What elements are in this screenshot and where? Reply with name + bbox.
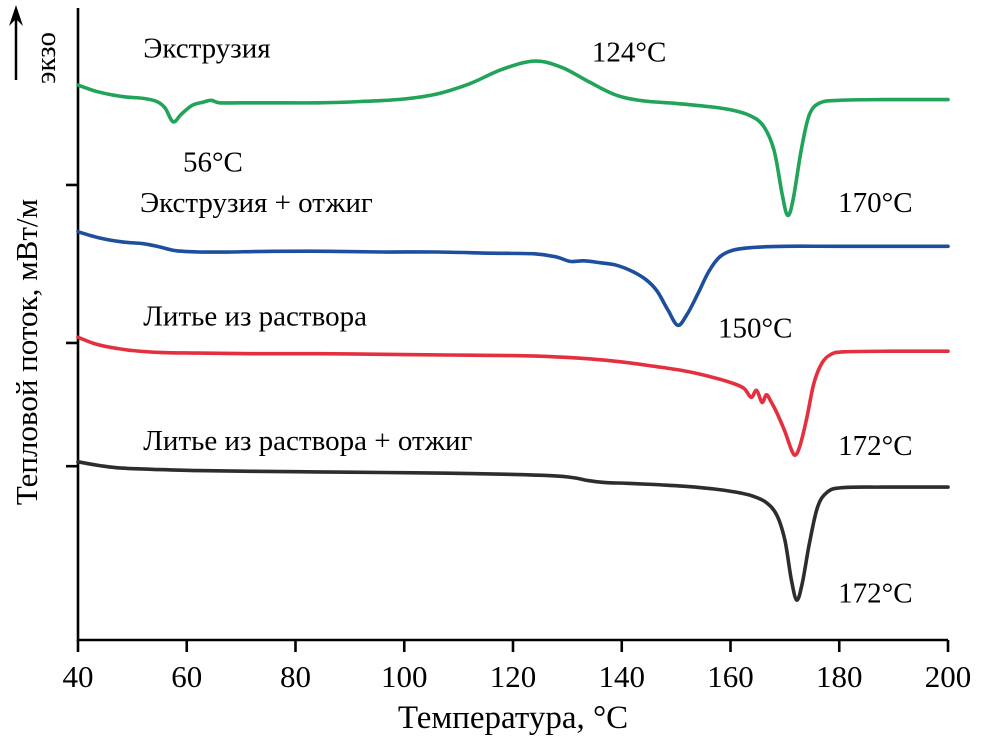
curve-label-extrusion-annealed: Экструзия + отжиг [140, 187, 373, 219]
x-axis-tick-label: 160 [707, 659, 754, 694]
series-solution-cast [76, 335, 950, 457]
x-axis-tick-label: 140 [599, 659, 646, 694]
series-extrusion [76, 59, 950, 218]
x-axis-tick-label: 100 [381, 659, 428, 694]
curve-label-extrusion: Экструзия [143, 32, 270, 64]
peak-label-56c: 56°C [183, 147, 243, 179]
x-axis-tick-label: 120 [490, 659, 537, 694]
series-extrusion-annealed [76, 229, 950, 328]
series-solution-cast-annealed [76, 460, 950, 602]
x-axis-title: Температура, °C [397, 700, 629, 736]
x-axis-tick-label: 40 [63, 659, 94, 694]
x-axis-tick-label: 180 [816, 659, 863, 694]
curve-label-solution-cast-annealed: Литье из раствора + отжиг [143, 425, 472, 457]
peak-label-150c: 150°C [718, 312, 792, 344]
peak-label-172c-annealed: 172°C [838, 578, 912, 610]
x-axis-tick-label: 60 [171, 659, 202, 694]
peak-label-124c: 124°C [592, 37, 666, 69]
x-axis-tick-label: 200 [925, 659, 972, 694]
peak-label-170c: 170°C [838, 187, 912, 219]
x-axis-tick-label: 80 [280, 659, 311, 694]
curve-label-solution-cast: Литье из раствора [143, 300, 367, 332]
exo-up-arrow-icon [9, 5, 23, 80]
peak-label-172c-solution-cast: 172°C [838, 430, 912, 462]
